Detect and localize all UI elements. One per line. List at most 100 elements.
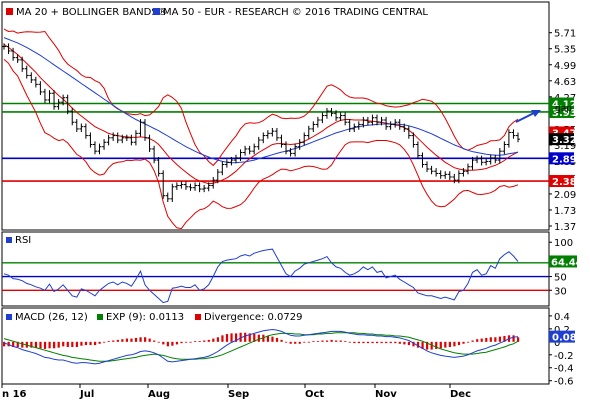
divergence-bar [289, 341, 292, 344]
ma20-line [3, 43, 519, 185]
x-tick-label: Nov [375, 389, 397, 400]
divergence-bar [184, 341, 188, 343]
divergence-bar [339, 340, 342, 342]
price-bar [243, 145, 248, 156]
price-bar [215, 168, 220, 184]
price-bar [83, 123, 88, 139]
price-bar [156, 156, 161, 177]
divergence-bar [403, 341, 406, 345]
divergence-bar [12, 341, 15, 347]
divergence-bar [371, 341, 374, 344]
price-bar [29, 72, 34, 84]
price-y-tick-label: 4.99 [554, 61, 576, 72]
divergence-bar [57, 341, 60, 348]
divergence-bar [34, 341, 38, 348]
bollinger-lower [3, 59, 519, 230]
price-bar [120, 134, 125, 144]
macd-y-tick-label: 0 [554, 338, 560, 349]
price-bar [406, 125, 411, 139]
rsi-y-tick-label: 50 [554, 273, 567, 284]
rsi-legend-label: RSI [15, 235, 31, 246]
price-bar [434, 168, 439, 177]
rsi-legend-swatch [6, 237, 12, 243]
price-bar [161, 170, 166, 199]
price-bar [479, 155, 484, 166]
divergence-bar [453, 341, 456, 347]
macd-tag-label: 0.08 [552, 333, 577, 344]
price-bar [52, 90, 57, 110]
divergence-bar [30, 341, 33, 348]
bollinger-upper [3, 28, 519, 167]
price-bar [429, 165, 434, 175]
divergence-bar [212, 338, 215, 342]
divergence-bar [75, 341, 78, 347]
divergence-bar [162, 341, 165, 345]
gap-label: gap [555, 104, 572, 114]
rsi-y-tick-label: 30 [554, 286, 567, 297]
divergence-bar [253, 334, 256, 342]
level-tag-resistance-2: 4.12 [552, 100, 577, 111]
divergence-bar [153, 340, 156, 342]
level-tag-support: 2.38 [552, 177, 577, 188]
price-bar [488, 154, 493, 165]
price-bar [256, 136, 261, 150]
exp-legend-swatch [97, 314, 103, 320]
price-bar [133, 130, 138, 146]
moving-averages [3, 37, 519, 185]
price-bar [370, 114, 375, 126]
price-bar [143, 119, 148, 141]
price-bar [420, 152, 425, 168]
macd-y-tick-label: -0.2 [554, 351, 574, 362]
price-bar [329, 107, 334, 117]
price-bar [42, 88, 47, 104]
divergence-bar [476, 339, 479, 342]
price-bar [425, 161, 430, 173]
divergence-bar [239, 332, 242, 342]
price-bar [347, 119, 352, 133]
divergence-bar [389, 341, 392, 344]
rsi-tag-bg [549, 255, 577, 268]
price-level-lines [2, 102, 549, 182]
rsi-panel-frame [1, 231, 550, 307]
ma50-line [3, 37, 519, 164]
price-bar [65, 94, 70, 115]
divergence-bar [107, 341, 110, 342]
divergence-bar [80, 341, 83, 346]
price-bar [56, 99, 61, 110]
price-bar [170, 183, 175, 202]
price-bar [315, 116, 320, 128]
divergence-bar [66, 341, 69, 347]
divergence-bar [280, 339, 283, 342]
ma20-legend-label: MA 20 + BOLLINGER BANDS® [16, 7, 168, 18]
price-bar [270, 128, 275, 137]
price-bar [211, 177, 216, 189]
divergence-bar [103, 341, 106, 343]
divergence-bar [62, 341, 65, 347]
divergence-bar [398, 341, 401, 344]
price-bar [379, 116, 384, 126]
price-bar [475, 155, 480, 164]
price-bar [465, 163, 470, 175]
price-bar [38, 81, 43, 96]
divergence-bar [16, 341, 19, 347]
divergence-bar [298, 341, 301, 344]
price-y-tick-label: 5.35 [554, 45, 576, 56]
price-bar [33, 76, 38, 88]
divergence-bar [316, 341, 320, 342]
divergence-bar [394, 341, 397, 344]
divergence-bar [503, 335, 506, 342]
price-bar [11, 47, 16, 61]
level-tag-resistance-1: 3.93 [552, 108, 577, 119]
exp-line [3, 332, 519, 362]
divergence-bar [357, 341, 360, 344]
macd-y-tick-label: 0.2 [554, 325, 570, 336]
price-y-tick-label: 4.63 [554, 77, 576, 88]
divergence-bar [175, 341, 179, 345]
divergence-bar [139, 337, 142, 342]
x-tick-label: Jul [79, 389, 94, 400]
divergence-bar [375, 341, 379, 344]
divergence-bar [462, 341, 465, 344]
divergence-legend-label: Divergence: 0.0729 [204, 312, 303, 323]
divergence-bar [134, 337, 138, 342]
divergence-bar [385, 341, 388, 344]
